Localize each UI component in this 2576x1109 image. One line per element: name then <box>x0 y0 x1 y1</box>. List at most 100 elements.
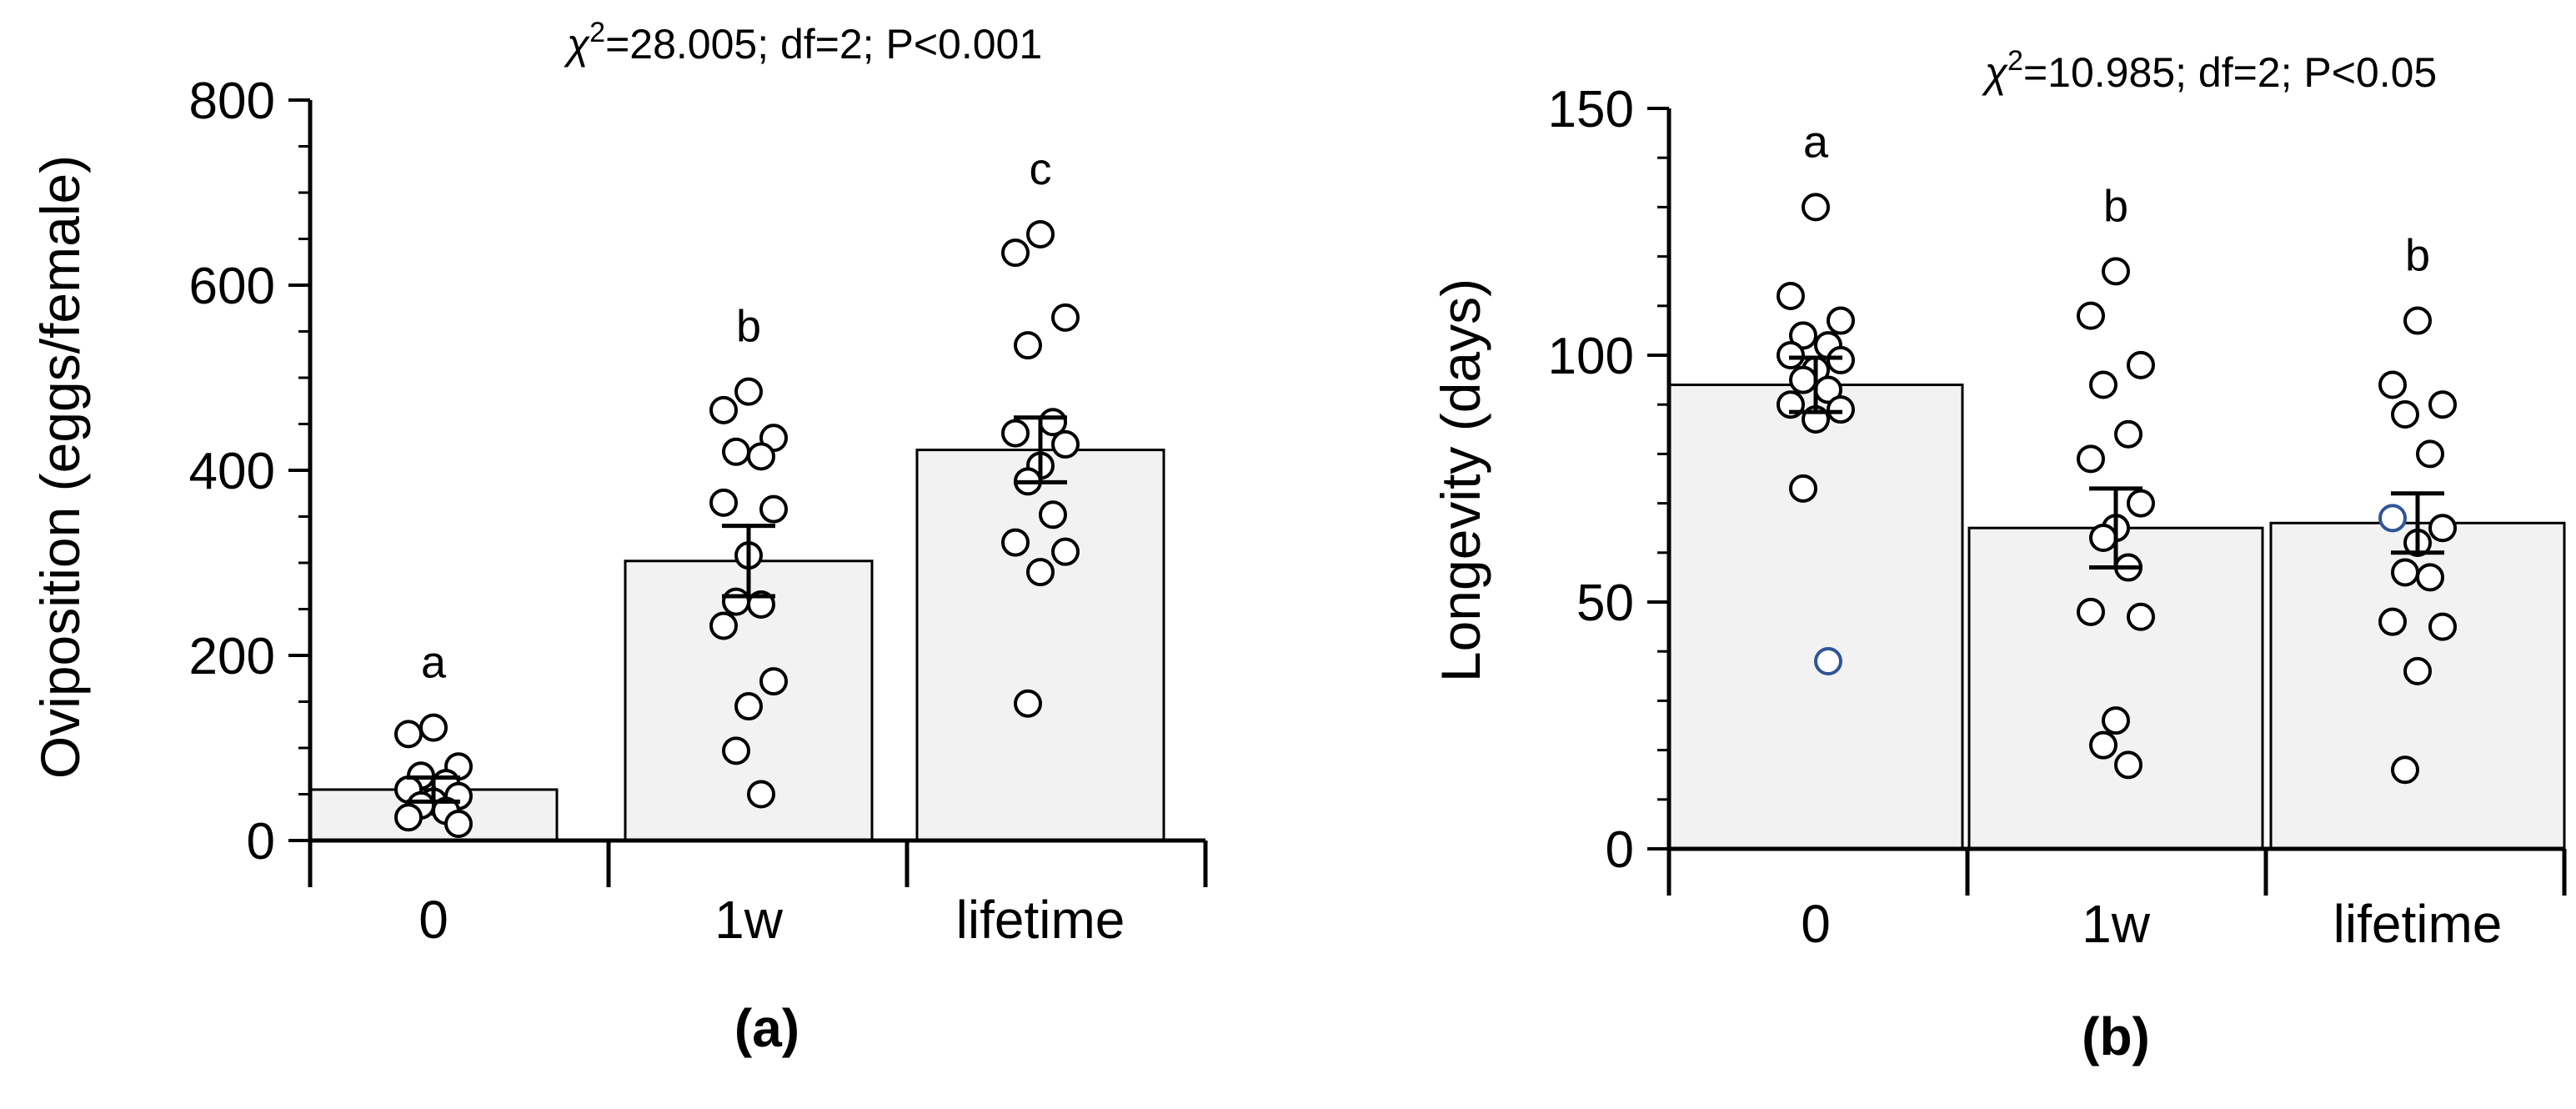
data-point <box>1777 281 1805 310</box>
data-point <box>759 494 788 524</box>
data-point <box>1789 474 1817 503</box>
data-point <box>1039 500 1067 529</box>
stat-values: =10.985; df=2; P<0.05 <box>2023 49 2437 96</box>
data-point <box>1001 419 1030 448</box>
panel-label: (b) <box>2082 1006 2150 1066</box>
x-tick-label: 1w <box>2082 894 2151 954</box>
y-tick-label: 600 <box>189 258 275 315</box>
data-point <box>2391 755 2419 785</box>
data-point <box>2114 750 2142 780</box>
stat-annotation: χ2=28.005; df=2; P<0.001 <box>564 17 1042 68</box>
data-point <box>2102 706 2130 735</box>
data-point <box>1001 238 1030 268</box>
data-point <box>2378 370 2407 399</box>
data-point <box>759 667 788 696</box>
data-point <box>2077 597 2105 626</box>
data-point <box>2077 301 2105 330</box>
data-point <box>1051 429 1080 459</box>
y-axis-title: Longevity (days) <box>1430 279 1491 682</box>
bar <box>1967 526 2264 851</box>
data-point <box>2428 612 2457 641</box>
bar <box>1667 384 1964 851</box>
data-point <box>722 437 750 466</box>
data-point <box>394 720 423 749</box>
data-point <box>2378 504 2407 533</box>
chi-superscript: 2 <box>589 17 605 48</box>
data-point <box>444 810 473 839</box>
data-point <box>1802 193 1830 222</box>
data-point <box>2089 730 2117 760</box>
y-tick-label: 150 <box>1548 81 1634 138</box>
data-point <box>1789 365 1817 394</box>
chi-symbol: χ <box>1982 49 2008 96</box>
data-point <box>709 488 738 517</box>
data-point <box>2089 370 2117 399</box>
data-point <box>1827 345 1855 374</box>
data-point <box>722 587 750 616</box>
data-point <box>747 442 775 471</box>
data-point <box>747 780 775 809</box>
data-point <box>1051 537 1080 566</box>
data-point <box>2416 439 2444 469</box>
data-point <box>2114 419 2142 449</box>
data-point <box>1789 321 1817 350</box>
data-point <box>2428 390 2457 419</box>
data-point <box>1001 528 1030 557</box>
data-point <box>1014 689 1042 718</box>
data-point <box>2378 607 2407 636</box>
x-tick-label: 0 <box>1801 894 1831 954</box>
data-point <box>2391 400 2419 429</box>
data-point <box>1051 303 1080 332</box>
data-point <box>1777 341 1805 369</box>
significance-letter: b <box>2103 181 2128 231</box>
data-point <box>2102 257 2130 286</box>
data-point <box>2403 306 2432 335</box>
y-tick-label: 400 <box>189 443 275 500</box>
panel-label: (a) <box>734 998 799 1058</box>
data-point <box>722 736 750 765</box>
significance-letter: a <box>1803 117 1829 167</box>
chi-superscript: 2 <box>2007 45 2023 77</box>
data-point <box>1827 306 1855 335</box>
data-point <box>734 692 763 721</box>
data-point <box>709 395 738 424</box>
significance-letter: c <box>1030 144 1052 194</box>
data-point <box>2403 656 2432 685</box>
data-point <box>2127 489 2155 518</box>
y-tick-label: 50 <box>1576 575 1634 632</box>
panel-a-oviposition-chart: 0 200 400 600 800 0 1w lifetime a b c Oviposition (… <box>29 17 1208 1058</box>
chi-symbol: χ <box>564 21 590 68</box>
y-axis-title: Oviposition (eggs/female) <box>29 155 91 779</box>
y-tick-label: 100 <box>1548 328 1634 385</box>
x-tick-label: 1w <box>714 890 784 950</box>
data-point <box>709 611 738 640</box>
y-tick-label: 200 <box>189 628 275 685</box>
y-tick-label: 0 <box>247 813 275 871</box>
x-tick-label: lifetime <box>956 890 1125 950</box>
data-point <box>1014 331 1042 360</box>
data-point <box>1827 395 1855 424</box>
stat-annotation: χ2=10.985; df=2; P<0.05 <box>1982 45 2437 96</box>
data-point <box>2428 514 2457 543</box>
data-point <box>734 377 763 406</box>
y-tick-label: 800 <box>189 73 275 130</box>
data-point <box>2127 350 2155 379</box>
x-tick-label: lifetime <box>2333 894 2503 954</box>
data-point <box>2127 602 2155 631</box>
data-point <box>2077 444 2105 474</box>
y-tick-label: 0 <box>1606 821 1634 879</box>
data-point <box>2416 563 2444 592</box>
data-point <box>2391 558 2419 587</box>
stat-values: =28.005; df=2; P<0.001 <box>605 21 1042 68</box>
data-point <box>2089 524 2117 553</box>
data-point <box>394 803 423 832</box>
x-tick-label: 0 <box>418 890 449 950</box>
significance-letter: b <box>736 302 761 352</box>
panel-b-longevity-chart: 0 50 100 150 0 1w lifetime a b b Longevity (days) χ… <box>1430 45 2567 1066</box>
significance-letter: b <box>2405 231 2430 281</box>
data-point <box>1026 558 1055 587</box>
data-point <box>1026 219 1055 248</box>
data-point <box>419 713 448 742</box>
data-point <box>1814 647 1842 676</box>
